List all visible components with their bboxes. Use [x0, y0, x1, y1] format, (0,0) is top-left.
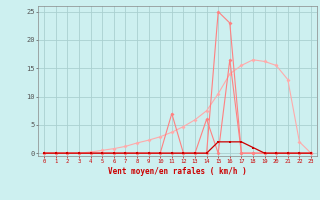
- X-axis label: Vent moyen/en rafales ( km/h ): Vent moyen/en rafales ( km/h ): [108, 167, 247, 176]
